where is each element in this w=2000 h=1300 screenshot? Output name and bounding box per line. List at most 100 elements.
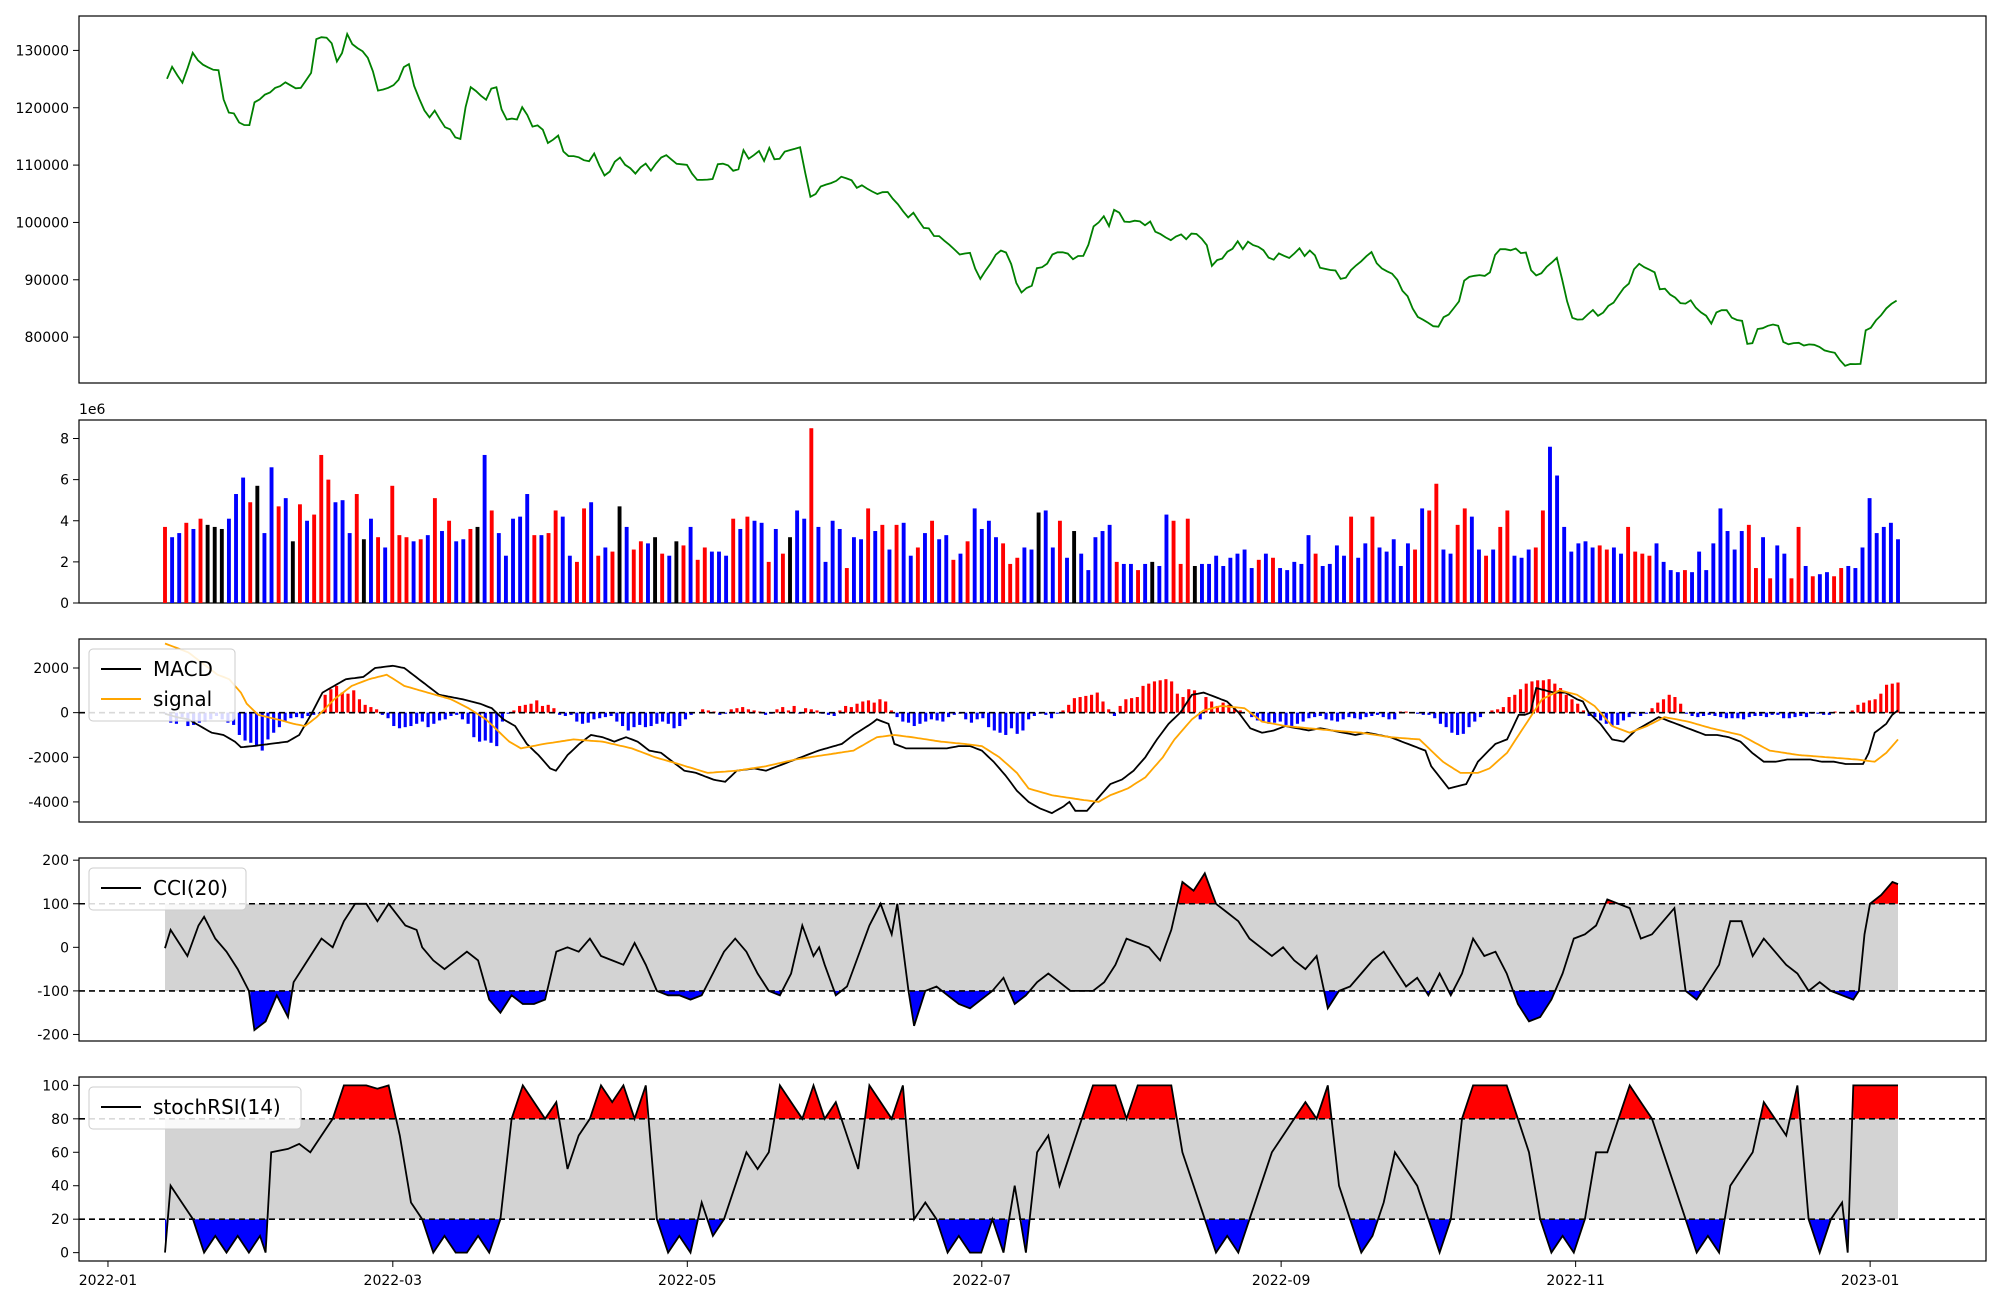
volume-bar bbox=[539, 535, 544, 603]
macd-histogram-bar bbox=[1330, 712, 1334, 721]
macd-histogram-bar bbox=[1170, 681, 1174, 713]
macd-histogram-bar bbox=[392, 712, 396, 727]
volume-bar bbox=[468, 528, 473, 603]
macd-histogram-bar bbox=[992, 712, 996, 731]
macd-histogram-bar bbox=[781, 707, 785, 713]
volume-bar bbox=[425, 535, 430, 603]
date-tick-label: 2022-05 bbox=[658, 1273, 717, 1289]
cci-oversold-fill bbox=[487, 990, 547, 1013]
volume-bar bbox=[1207, 563, 1212, 603]
macd-histogram-bar bbox=[866, 700, 871, 713]
date-tick-label: 2022-01 bbox=[79, 1273, 138, 1289]
volume-bar bbox=[603, 547, 608, 603]
volume-bar bbox=[262, 533, 267, 603]
macd-histogram-bar bbox=[918, 712, 922, 724]
macd-histogram-bar bbox=[844, 705, 848, 713]
volume-bar bbox=[461, 539, 466, 603]
macd-histogram-bar bbox=[1616, 712, 1620, 725]
stochrsi-overbought-fill bbox=[636, 1085, 648, 1119]
macd-histogram-bar bbox=[357, 699, 362, 713]
volume-bar bbox=[1370, 516, 1375, 603]
volume-bar bbox=[674, 541, 679, 603]
stochrsi-oversold-fill bbox=[1429, 1219, 1450, 1253]
volume-bar bbox=[546, 533, 551, 603]
volume-bar bbox=[560, 516, 565, 603]
macd-histogram-bar bbox=[1364, 712, 1368, 718]
volume-bar bbox=[532, 535, 537, 603]
macd-histogram-bar bbox=[1318, 712, 1322, 716]
macd-histogram-bar bbox=[1627, 712, 1631, 718]
volume-bar bbox=[1697, 551, 1702, 603]
stochrsi-oversold-fill bbox=[1021, 1219, 1029, 1253]
volume-bar bbox=[163, 526, 167, 603]
macd-histogram-bar bbox=[655, 712, 659, 724]
volume-bar bbox=[717, 551, 721, 603]
volume-bar bbox=[1555, 475, 1560, 603]
volume-bar bbox=[326, 479, 331, 603]
volume-bar bbox=[1874, 533, 1879, 603]
macd-histogram-bar bbox=[1518, 689, 1523, 713]
volume-bar bbox=[404, 537, 409, 603]
macd-histogram-bar bbox=[1719, 712, 1723, 718]
macd-histogram-bar bbox=[1850, 710, 1854, 713]
volume-bar bbox=[624, 526, 629, 603]
volume-bar bbox=[1327, 563, 1332, 603]
macd-histogram-bar bbox=[283, 712, 287, 722]
volume-bar bbox=[511, 518, 515, 603]
macd-histogram-bar bbox=[746, 709, 750, 713]
volume-bar bbox=[1619, 553, 1623, 603]
volume-bar bbox=[610, 551, 615, 603]
macd-histogram-bar bbox=[649, 712, 653, 727]
macd-histogram-bar bbox=[1404, 711, 1408, 713]
date-tick-label: 2022-07 bbox=[953, 1273, 1012, 1289]
volume-bar bbox=[276, 506, 281, 603]
stochrsi-ytick-label: 40 bbox=[51, 1179, 69, 1195]
macd-histogram-bar bbox=[1507, 697, 1511, 713]
macd-histogram-bar bbox=[1890, 683, 1894, 713]
stochrsi-overbought-fill bbox=[1083, 1085, 1126, 1119]
macd-histogram-bar bbox=[1227, 704, 1231, 713]
macd-histogram-bar bbox=[512, 710, 516, 713]
macd-histogram-bar bbox=[689, 712, 693, 715]
macd-histogram-bar bbox=[1009, 712, 1014, 729]
macd-histogram-bar bbox=[1787, 712, 1791, 719]
macd-histogram-bar bbox=[1490, 710, 1494, 713]
volume-bar bbox=[234, 494, 238, 603]
macd-histogram-bar bbox=[1238, 710, 1242, 713]
macd-histogram-bar bbox=[518, 705, 522, 713]
stochrsi-overbought-fill bbox=[1127, 1085, 1176, 1119]
volume-bar bbox=[1839, 568, 1844, 603]
volume-bar bbox=[1022, 547, 1027, 603]
macd-histogram-bar bbox=[489, 712, 493, 743]
macd-frame bbox=[78, 638, 1987, 823]
volume-bar bbox=[1626, 526, 1631, 603]
macd-histogram-bar bbox=[1639, 712, 1643, 716]
volume-bar bbox=[397, 535, 402, 603]
macd-histogram-bar bbox=[975, 712, 979, 720]
volume-bar bbox=[851, 537, 856, 603]
stochrsi-overbought-fill bbox=[1853, 1085, 1898, 1119]
macd-histogram-bar bbox=[552, 708, 556, 713]
volume-bar bbox=[198, 518, 203, 603]
volume-bar bbox=[1576, 543, 1581, 603]
volume-bar bbox=[1200, 563, 1204, 603]
stochrsi-line bbox=[164, 1082, 1898, 1256]
cci-panel: -200 -100 0 100 200 CCI(20) bbox=[37, 853, 1987, 1043]
volume-bar bbox=[1278, 568, 1283, 603]
macd-histogram-bar bbox=[266, 712, 270, 740]
stochrsi-overbought-fill bbox=[546, 1102, 558, 1119]
volume-bar bbox=[1796, 526, 1801, 603]
volume-bar bbox=[347, 533, 352, 603]
volume-bar bbox=[837, 528, 842, 603]
macd-histogram-bar bbox=[1255, 712, 1259, 721]
volume-bar bbox=[1036, 512, 1041, 603]
macd-histogram-bar bbox=[1856, 704, 1860, 713]
macd-histogram-bar bbox=[1415, 712, 1420, 714]
volume-bar bbox=[1384, 551, 1389, 603]
volume-bar bbox=[574, 561, 579, 603]
macd-histogram-bar bbox=[294, 712, 299, 718]
macd-histogram-bar bbox=[1284, 712, 1288, 725]
macd-histogram-bar bbox=[1862, 702, 1866, 713]
macd-histogram-bar bbox=[826, 712, 831, 715]
volume-bar bbox=[1526, 549, 1531, 603]
